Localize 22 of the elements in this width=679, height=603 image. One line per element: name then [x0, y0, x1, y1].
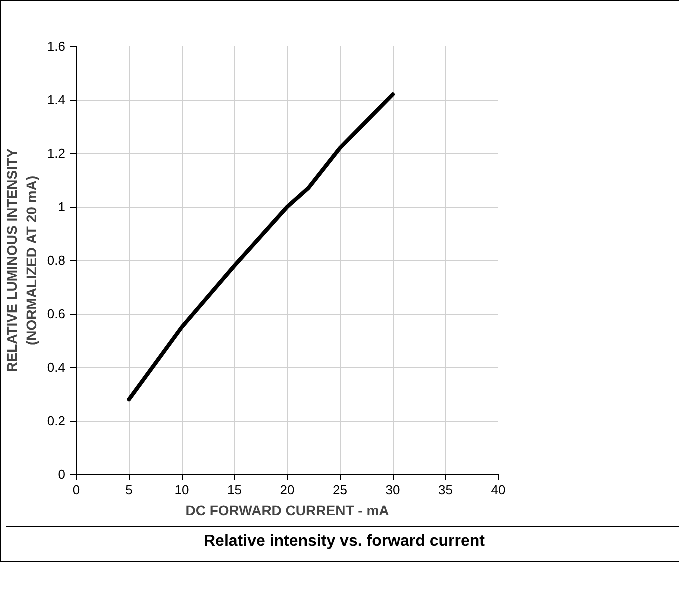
line-series [127, 92, 395, 402]
x-tick-label: 0 [72, 482, 80, 498]
y-tick-label: 1.6 [47, 39, 66, 54]
y-tick-label: 1 [58, 200, 66, 214]
y-tick-label: 1.2 [47, 146, 66, 161]
y-tick-label: 0.6 [47, 306, 66, 322]
x-tick-label: 40 [491, 482, 506, 498]
x-axis-title: DC FORWARD CURRENT - mA [186, 502, 390, 518]
x-tick-label: 10 [174, 482, 190, 498]
y-tick-label: 0 [58, 467, 66, 482]
x-tick-label: 35 [438, 482, 453, 498]
y-tick-label: 0.4 [47, 360, 66, 375]
y-tick-label: 1.4 [47, 92, 66, 108]
text: Relative intensity vs. forward current [204, 532, 485, 552]
y-tick-label: 0.2 [47, 414, 66, 428]
x-tick-label: 5 [126, 482, 133, 498]
x-tick-label: 30 [386, 482, 400, 498]
x-tick-label: 25 [333, 482, 348, 498]
x-tick-label: 15 [228, 482, 242, 498]
y-axis-title: RELATIVE LUMINOUS INTENSITY (NORMALIZED AT 20 mA) [4, 148, 40, 372]
y-tick-label: 0.8 [47, 253, 66, 268]
x-tick-label: 20 [280, 482, 295, 498]
